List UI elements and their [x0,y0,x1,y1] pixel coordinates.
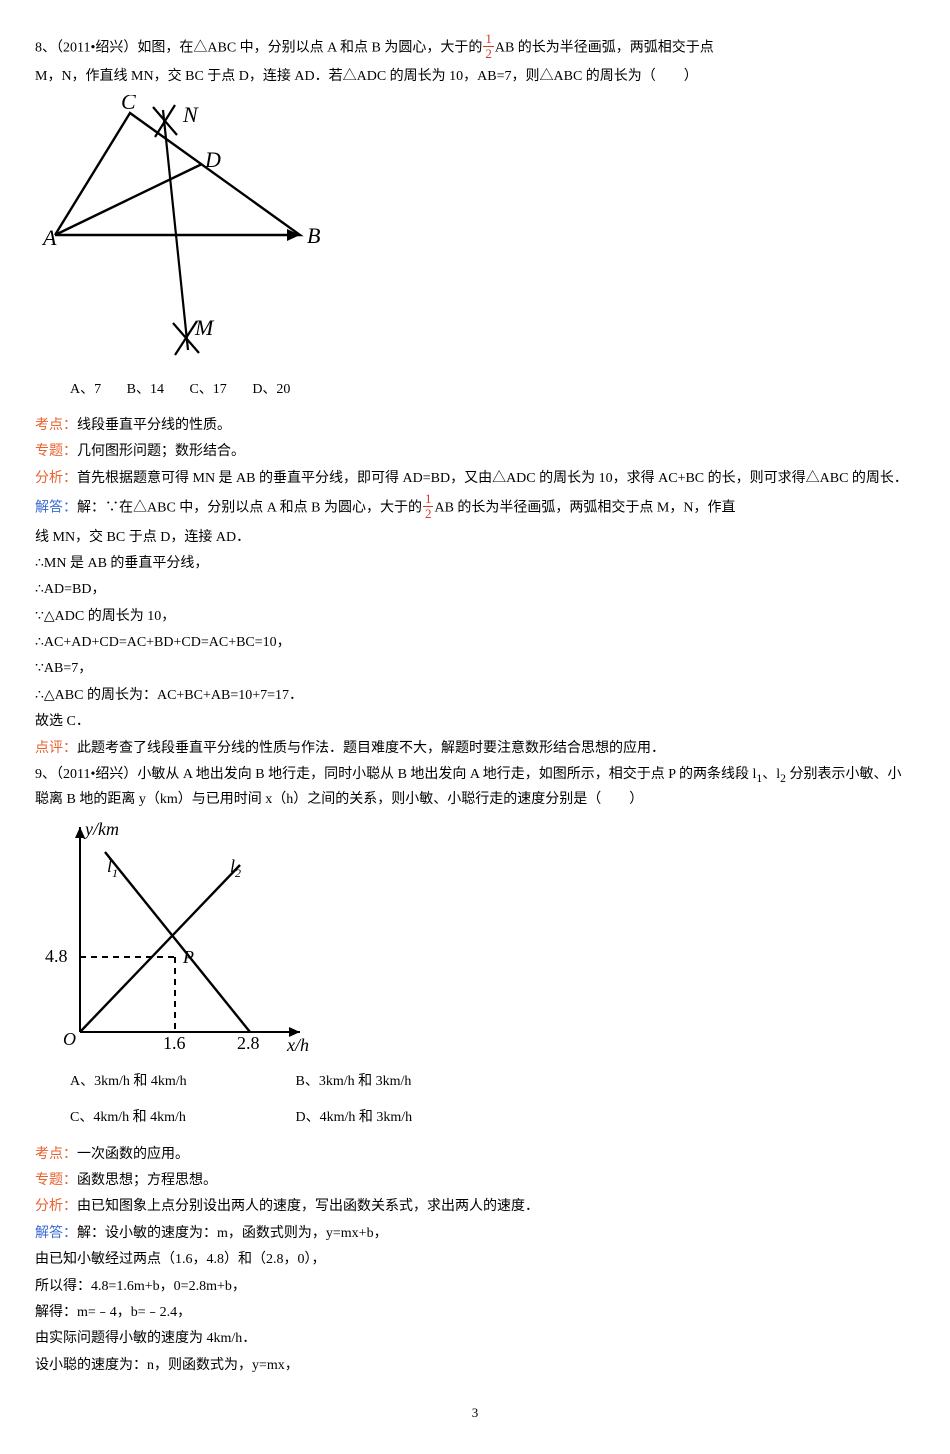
q8-jieda-l6: ∴△ABC 的周长为：AC+BC+AB=10+7=17． [35,685,915,707]
q9-choice-b: B、3km/h 和 3km/h [296,1074,412,1089]
q8-dianping: 点评：此题考查了线段垂直平分线的性质与作法．题目难度不大，解题时要注意数形结合思… [35,738,915,760]
q9-jieda-l3: 解得：m=﹣4，b=﹣2.4， [35,1302,915,1324]
q9-jieda-l1: 由已知小敏经过两点（1.6，4.8）和（2.8，0）， [35,1249,915,1271]
q8-choice-c: C、17 [189,382,226,397]
q8-figure: C N D A B M [35,95,915,365]
q9-choice-a: A、3km/h 和 4km/h [70,1071,270,1093]
q8-jieda-l4: ∴AC+AD+CD=AC+BD+CD=AC+BC=10， [35,632,915,654]
q8-jieda-l7: 故选 C． [35,711,915,733]
q8-number: 8、 [35,40,56,55]
svg-text:x/h: x/h [286,1035,309,1055]
q8-choice-d: D、20 [252,382,290,397]
q9-jieda-l5: 设小聪的速度为：n，则函数式为，y=mx， [35,1355,915,1377]
svg-text:N: N [182,102,199,127]
q8-choice-a: A、7 [70,382,101,397]
svg-text:1.6: 1.6 [163,1033,186,1053]
q9-kaodian: 考点：一次函数的应用。 [35,1144,915,1166]
q8-jieda-line-first: 解答：解：∵在△ABC 中，分别以点 A 和点 B 为圆心，大于的12AB 的长… [35,494,915,522]
q9-jieda-l4: 由实际问题得小敏的速度为 4km/h． [35,1328,915,1350]
svg-text:P: P [182,947,194,967]
q9-choice-c: C、4km/h 和 4km/h [70,1107,270,1129]
q9-number: 9、 [35,767,56,782]
svg-text:B: B [307,223,320,248]
q9-fenxi: 分析：由已知图象上点分别设出两人的速度，写出函数关系式，求出两人的速度． [35,1196,915,1218]
q9-source: （2011•绍兴） [56,767,137,782]
svg-text:D: D [204,147,221,172]
q8-stem-a: 如图，在△ABC 中，分别以点 A 和点 B 为圆心，大于的 [137,40,482,55]
q8-kaodian: 考点：线段垂直平分线的性质。 [35,415,915,437]
q8-choices: A、7 B、14 C、17 D、20 [70,379,915,401]
svg-text:2.8: 2.8 [237,1033,260,1053]
q9-choice-d: D、4km/h 和 3km/h [296,1110,413,1125]
q8-stem-b: AB 的长为半径画弧，两弧相交于点 [495,40,714,55]
q8-jieda-l3: ∵△ADC 的周长为 10， [35,606,915,628]
q8-stem-line2: M，N，作直线 MN，交 BC 于点 D，连接 AD．若△ADC 的周长为 10… [35,66,915,88]
q9-jieda-l0: 解答：解：设小敏的速度为：m，函数式则为，y=mx+b， [35,1223,915,1245]
fraction-half-1: 12 [483,32,494,60]
q8-fenxi: 分析：首先根据题意可得 MN 是 AB 的垂直平分线，即可得 AD=BD，又由△… [35,468,915,490]
q8-jieda-l0: 线 MN，交 BC 于点 D，连接 AD． [35,527,915,549]
q9-chart: y/km O 4.8 1.6 2.8 x/h P l1 l2 [35,817,915,1057]
svg-text:y/km: y/km [83,819,119,839]
q8-stem-line1: 8、（2011•绍兴）如图，在△ABC 中，分别以点 A 和点 B 为圆心，大于… [35,34,915,62]
chart-bg [35,817,325,1057]
svg-text:O: O [63,1029,76,1049]
fraction-half-2: 12 [423,492,434,520]
q9-choices-row2: C、4km/h 和 4km/h D、4km/h 和 3km/h [70,1107,915,1129]
q9-zhuanti: 专题：函数思想；方程思想。 [35,1170,915,1192]
svg-text:M: M [194,315,215,340]
q8-jieda-l1: ∴MN 是 AB 的垂直平分线， [35,553,915,575]
q9-jieda-l2: 所以得：4.8=1.6m+b，0=2.8m+b， [35,1276,915,1298]
q9-stem: 9、（2011•绍兴）小敏从 A 地出发向 B 地行走，同时小聪从 B 地出发向… [35,764,915,811]
svg-text:A: A [41,225,57,250]
svg-text:C: C [121,95,136,114]
page-number: 3 [35,1403,915,1424]
q8-jieda-l5: ∵AB=7， [35,658,915,680]
q9-choices-row1: A、3km/h 和 4km/h B、3km/h 和 3km/h [70,1071,915,1093]
q8-jieda-l2: ∴AD=BD， [35,579,915,601]
q8-source: （2011•绍兴） [56,40,137,55]
svg-text:4.8: 4.8 [45,946,68,966]
q8-zhuanti: 专题：几何图形问题；数形结合。 [35,441,915,463]
q8-choice-b: B、14 [127,382,164,397]
